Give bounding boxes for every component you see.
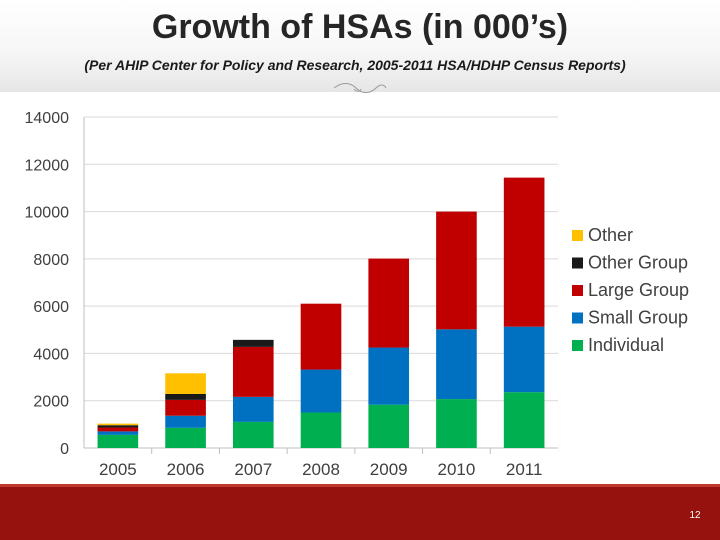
flourish-ornament-icon xyxy=(333,83,387,93)
bar-segment-individual xyxy=(503,392,545,448)
legend-label: Other Group xyxy=(588,253,688,273)
legend-label: Individual xyxy=(588,335,664,355)
bar-segment-individual xyxy=(300,412,342,448)
bar-segment-other xyxy=(97,423,139,426)
bar-segment-large-group xyxy=(503,177,545,327)
legend-label: Small Group xyxy=(588,308,688,328)
page-subtitle: (Per AHIP Center for Policy and Research… xyxy=(84,57,626,73)
legend-swatch xyxy=(572,340,583,351)
y-tick-label: 12000 xyxy=(25,157,70,174)
slide-footer xyxy=(0,487,720,540)
bar-segment-large-group xyxy=(368,258,410,348)
bar-segment-individual xyxy=(368,404,410,448)
bar-segment-other xyxy=(165,373,206,394)
y-tick-label: 2000 xyxy=(33,394,69,411)
y-tick-label: 4000 xyxy=(33,346,69,363)
bar-segment-small-group xyxy=(436,329,477,400)
x-tick-label: 2008 xyxy=(302,460,340,479)
bar-segment-other-group xyxy=(165,393,206,400)
x-tick-label: 2010 xyxy=(438,460,476,479)
bar-segment-large-group xyxy=(300,303,342,370)
x-tick-label: 2007 xyxy=(234,460,272,479)
x-tick-label: 2009 xyxy=(370,460,408,479)
bar-segment-small-group xyxy=(503,326,545,393)
legend-label: Large Group xyxy=(588,280,689,300)
x-tick-label: 2011 xyxy=(506,460,543,479)
x-tick-label: 2005 xyxy=(99,460,137,479)
slide-header xyxy=(0,0,720,92)
bar-segment-large-group xyxy=(232,346,274,397)
bar-segment-large-group xyxy=(165,399,206,416)
bar-segment-other-group xyxy=(232,339,274,347)
bar-segment-small-group xyxy=(368,347,410,405)
bar-segment-large-group xyxy=(436,211,477,330)
page-title: Growth of HSAs (in 000’s) xyxy=(151,8,569,46)
footer-accent-line xyxy=(0,484,720,487)
bar-segment-small-group xyxy=(232,396,274,422)
legend-swatch xyxy=(572,230,583,241)
bar-segment-large-group xyxy=(97,427,139,432)
bar-segment-small-group xyxy=(300,369,342,413)
y-tick-label: 8000 xyxy=(33,252,69,269)
legend-swatch xyxy=(572,285,583,296)
legend-swatch xyxy=(572,257,583,269)
bar-segment-individual xyxy=(232,421,274,448)
y-tick-label: 6000 xyxy=(33,299,69,316)
bar-segment-small-group xyxy=(165,415,206,428)
y-tick-label: 14000 xyxy=(25,110,70,127)
x-tick-label: 2006 xyxy=(167,460,205,479)
y-tick-label: 0 xyxy=(60,441,69,458)
bar-segment-individual xyxy=(436,399,477,448)
y-tick-label: 10000 xyxy=(25,205,70,222)
legend-swatch xyxy=(572,312,583,324)
bar-segment-other-group xyxy=(97,425,139,428)
bar-segment-individual xyxy=(165,427,206,448)
hsa-growth-chart: 0 2000 4000 6000 8000 10000 12000 14000 2005 2006… xyxy=(25,110,690,479)
page-number: 12 xyxy=(689,510,701,521)
bar-segment-individual xyxy=(97,434,139,448)
bar-segment-small-group xyxy=(97,431,139,435)
legend-label: Other xyxy=(588,225,633,245)
